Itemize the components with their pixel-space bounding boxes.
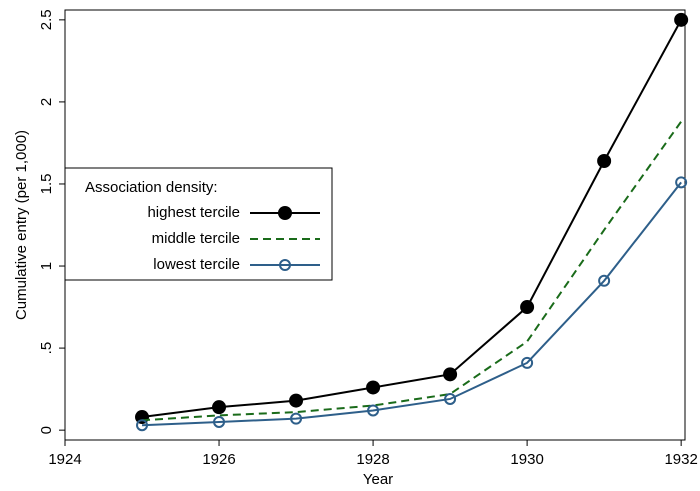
marker [212,400,227,415]
marker [521,356,534,369]
legend-marker [279,259,291,271]
y-tick-label: 2 [38,98,55,106]
x-axis-label: Year [363,471,393,488]
legend-label: lowest tercile [153,256,240,273]
marker [598,274,611,287]
marker [366,380,381,395]
y-tick-label: 2.5 [38,9,55,30]
marker [289,393,304,408]
marker [597,153,612,168]
legend-marker [278,206,292,220]
marker [367,404,380,417]
x-tick-label: 1928 [356,451,389,468]
x-tick-label: 1932 [664,451,697,468]
marker [213,415,226,428]
marker [444,392,457,405]
y-axis-label: Cumulative entry (per 1,000) [13,130,30,320]
y-tick-label: 1 [38,262,55,270]
series-line [141,181,682,427]
y-tick-label: 0 [38,426,55,434]
marker [674,12,689,27]
legend-label: middle tercile [152,230,240,247]
x-tick-label: 1926 [202,451,235,468]
y-tick-label: .5 [38,342,55,355]
y-tick-label: 1.5 [38,174,55,195]
marker [443,367,458,382]
legend-label: highest tercile [147,204,240,221]
x-tick-label: 1930 [510,451,543,468]
x-tick-label: 1924 [48,451,81,468]
marker [136,419,149,432]
series-line [141,19,683,419]
marker [675,176,688,189]
marker [290,412,303,425]
legend-title: Association density: [85,179,218,196]
marker [520,300,535,315]
